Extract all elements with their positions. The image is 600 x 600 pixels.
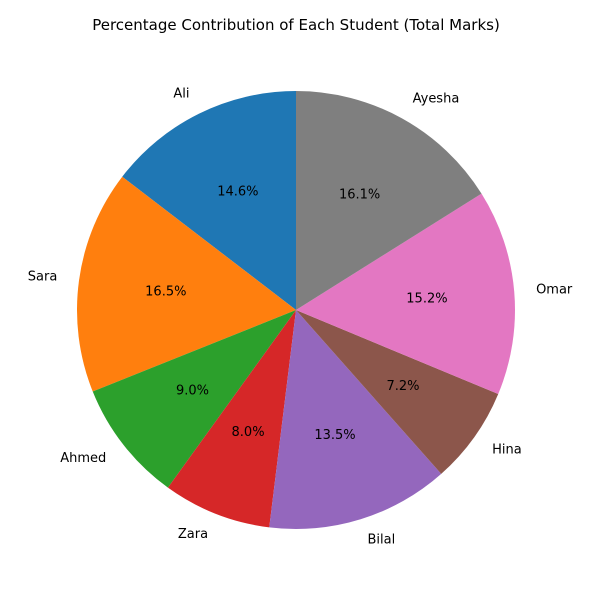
slice-percent-sara: 16.5% [145,285,186,300]
slice-percent-bilal: 13.5% [314,428,355,443]
slice-label-hina: Hina [492,442,522,457]
slice-percent-ayesha: 16.1% [339,188,380,203]
pie-slice-ahmed [92,310,296,488]
slice-percent-ali: 14.6% [217,185,258,200]
slice-percent-hina: 7.2% [386,379,419,394]
slice-label-ali: Ali [173,86,189,101]
slice-label-omar: Omar [536,282,573,297]
pie-slice-zara [167,310,296,528]
slice-label-bilal: Bilal [367,533,395,548]
slice-percent-ahmed: 9.0% [176,383,209,398]
slice-label-ayesha: Ayesha [413,92,460,107]
pie-slices [77,91,515,529]
chart-title: Percentage Contribution of Each Student … [92,16,500,34]
pie-slice-omar [296,193,515,395]
slice-label-zara: Zara [178,527,208,542]
pie-slice-ayesha [296,91,482,310]
slice-percent-omar: 15.2% [406,292,447,307]
pie-slice-ali [122,91,296,310]
pie-labels: Ali 14.6% Sara 16.5% Ahmed 9.0% Zara 8.0% Bilal 1… [28,86,573,547]
slice-label-sara: Sara [28,270,58,285]
pie-slice-bilal [269,310,442,529]
slice-label-ahmed: Ahmed [60,451,106,466]
pie-slice-hina [296,310,499,474]
slice-percent-zara: 8.0% [232,425,265,440]
pie-slice-sara [77,176,297,392]
